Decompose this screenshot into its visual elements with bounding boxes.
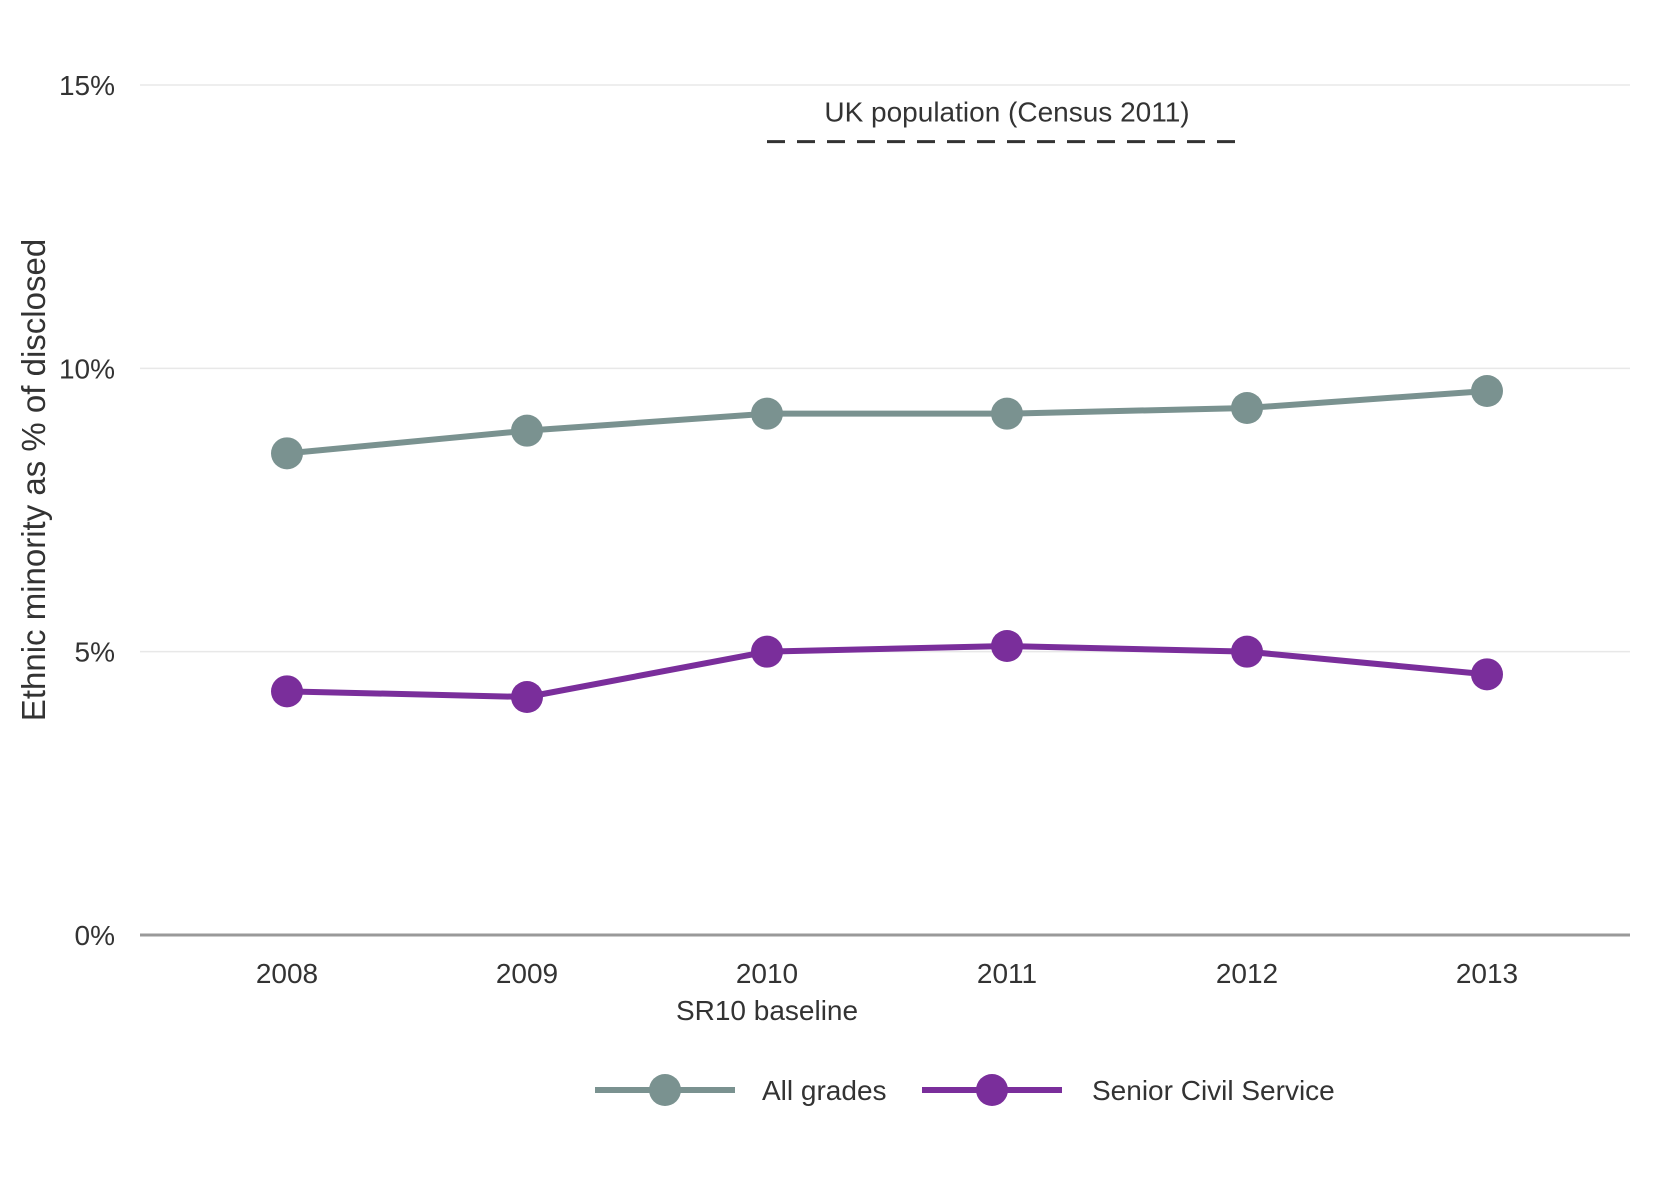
x-tick-label: 2009 (496, 958, 558, 989)
series-group (271, 375, 1503, 713)
x-tick-labels: 2008 2009 2010 SR10 baseline 2011 2012 2013 (256, 958, 1518, 1026)
data-point (1471, 658, 1503, 691)
y-tick-labels: 0% 5% 10% 15% (59, 70, 115, 951)
series-line (286, 643, 1488, 700)
x-tick-label: 2008 (256, 958, 318, 989)
y-tick-label: 5% (75, 637, 115, 668)
data-point (271, 437, 303, 470)
y-tick-label: 15% (59, 70, 115, 101)
legend-item: All grades (595, 1074, 887, 1106)
reference-line-group: UK population (Census 2011) (767, 97, 1247, 144)
y-tick-label: 0% (75, 920, 115, 951)
x-tick-label: 2013 (1456, 958, 1518, 989)
legend-swatch-marker (976, 1074, 1008, 1106)
legend-label: Senior Civil Service (1092, 1075, 1335, 1106)
data-point (271, 675, 303, 708)
data-point (991, 397, 1023, 430)
series-line (286, 388, 1488, 457)
gridlines (140, 84, 1630, 937)
data-point (991, 630, 1023, 662)
x-tick-label: 2010 (736, 958, 798, 989)
series-0 (271, 375, 1503, 470)
data-point (751, 635, 783, 668)
series-1 (271, 630, 1503, 713)
legend-label: All grades (762, 1075, 887, 1106)
legend-item: Senior Civil Service (922, 1074, 1335, 1106)
reference-line-label: UK population (Census 2011) (824, 97, 1189, 128)
x-tick-sublabel: SR10 baseline (676, 995, 858, 1026)
y-axis-title: Ethnic minority as % of disclosed (15, 239, 52, 721)
data-point (751, 397, 783, 430)
data-point (511, 414, 543, 447)
data-point (511, 681, 543, 713)
data-point (1231, 392, 1263, 424)
legend-swatch-marker (649, 1074, 681, 1106)
x-tick-label: 2012 (1216, 958, 1278, 989)
data-point (1231, 635, 1263, 668)
data-point (1471, 375, 1503, 407)
legend: All grades Senior Civil Service (595, 1074, 1335, 1106)
x-tick-label: 2011 (977, 958, 1037, 989)
y-tick-label: 10% (59, 353, 115, 384)
